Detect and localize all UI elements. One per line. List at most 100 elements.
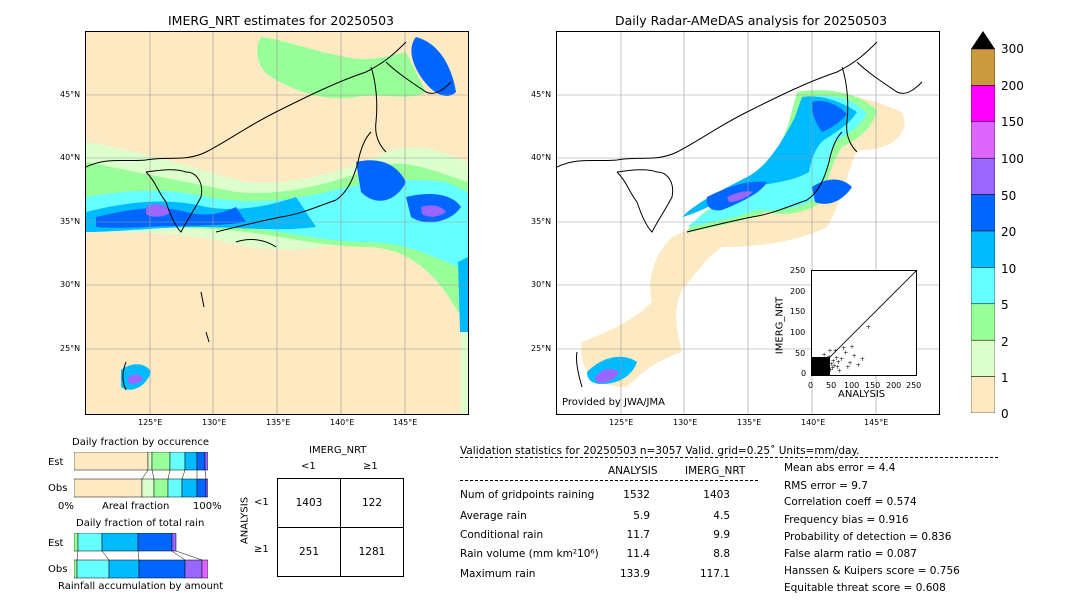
scatter-point: + [825, 361, 830, 368]
right-lat-45: 45°N [531, 90, 552, 99]
colorbar-segment [970, 194, 996, 232]
cbar-label-50: 50 [1001, 189, 1017, 203]
colorbar-segment [970, 303, 996, 341]
colorbar-svg [970, 31, 996, 414]
scatter-point: + [824, 357, 829, 364]
frac-total-connectors [76, 550, 203, 561]
scatter-plot: ++++++++++++++++++++++++++++++++++++++++… [812, 271, 916, 375]
frac-occ-chart [73, 451, 209, 498]
ct-col-label-lt1: <1 [301, 461, 316, 472]
scatter-point: + [828, 367, 833, 374]
score-6: Hanssen & Kuipers score = 0.756 [784, 565, 960, 577]
ct-row-label-lt1: <1 [254, 497, 269, 508]
scatter-point: + [815, 370, 820, 375]
scatter-point: + [829, 361, 834, 368]
ct-cell-10: 251 [277, 527, 341, 577]
right-lat-35: 35°N [531, 217, 552, 226]
left-lon-125: 125°E [138, 418, 163, 427]
scatter-point: + [860, 356, 865, 363]
left-lat-40: 40°N [60, 153, 81, 162]
left-lat-25: 25°N [60, 344, 81, 353]
frac-occ-title: Daily fraction by occurence [72, 437, 210, 448]
colorbar-segment [970, 267, 996, 305]
score-5: False alarm ratio = 0.087 [784, 548, 917, 560]
frac-occ-axis-left: 0% [58, 501, 74, 512]
scatter-point: + [834, 355, 839, 362]
frac-total-footer: Rainfall accumulation by amount [58, 581, 224, 592]
scatter-point: + [818, 363, 823, 370]
scatter-inset: + + + + + + + + + + + + + + + + + + + + + + + + + + + + + + + + + + + + + + + +… [811, 270, 917, 376]
colorbar-extend-triangle [971, 31, 995, 49]
scatter-point: + [821, 370, 826, 375]
scatter-point: + [822, 363, 827, 370]
frac-total-title: Daily fraction of total rain [76, 518, 205, 529]
scatter-xlabel: ANALYSIS [838, 389, 886, 400]
frac-total-row-obs: Obs [48, 564, 68, 575]
scatter-point: + [812, 366, 816, 373]
left-map [85, 31, 469, 415]
validation-col-underline [460, 480, 758, 481]
left-lat-45: 45°N [60, 90, 81, 99]
scatter-point: + [837, 368, 842, 375]
right-map-precip [557, 32, 939, 414]
cbar-label-0: 0 [1001, 407, 1009, 421]
scatter-xtick-100: 100 [844, 381, 860, 390]
stat-row-3-label: Rain volume (mm km²10⁶) [460, 548, 599, 560]
scatter-ytick-0: 0 [801, 369, 807, 378]
colorbar-segment [970, 121, 996, 159]
right-lat-30: 30°N [531, 280, 552, 289]
scatter-point: + [856, 362, 861, 369]
right-lon-125: 125°E [609, 418, 634, 427]
frac-total-row-est: Est [48, 538, 64, 549]
colorbar-segment [970, 230, 996, 268]
left-lon-130: 130°E [202, 418, 227, 427]
score-3: Frequency bias = 0.916 [784, 514, 909, 526]
right-lon-130: 130°E [673, 418, 698, 427]
cbar-label-300: 300 [1001, 42, 1024, 56]
colorbar-segment [970, 48, 996, 86]
stat-row-2-imerg: 9.9 [713, 529, 730, 541]
scatter-xtick-50: 50 [826, 381, 837, 390]
stat-row-1-label: Average rain [460, 510, 527, 522]
scatter-point: + [845, 364, 850, 371]
stat-row-0-label: Num of gridpoints raining [460, 489, 595, 501]
stat-row-0-imerg: 1403 [703, 489, 730, 501]
scatter-point: + [825, 366, 830, 373]
cbar-label-150: 150 [1001, 115, 1024, 129]
scatter-xtick-150: 150 [865, 381, 881, 390]
scatter-ytick-100: 100 [790, 328, 806, 337]
score-7: Equitable threat score = 0.608 [784, 582, 946, 594]
left-lon-135: 135°E [266, 418, 291, 427]
scatter-point: + [836, 359, 841, 366]
cbar-label-10: 10 [1001, 262, 1017, 276]
scatter-ytick-200: 200 [790, 287, 806, 296]
ct-col-label-ge1: ≥1 [363, 461, 378, 472]
frac-occ-axis-mid: Areal fraction [102, 501, 170, 512]
colorbar-segment [970, 85, 996, 123]
frac-total-chart [73, 532, 209, 579]
right-lat-25: 25°N [531, 344, 552, 353]
right-map: + + + + + + + + + + + + + + + + + + + + + + + + + + + + + + + + + + + + + + + +… [556, 31, 940, 415]
score-4: Probability of detection = 0.836 [784, 531, 952, 543]
score-0: Mean abs error = 4.4 [784, 462, 896, 474]
score-2: Correlation coeff = 0.574 [784, 496, 917, 508]
ct-cell-00: 1403 [277, 478, 341, 528]
score-1: RMS error = 9.7 [784, 480, 868, 492]
stat-row-4-imerg: 117.1 [699, 568, 730, 580]
right-map-title: Daily Radar-AMeDAS analysis for 20250503 [615, 13, 888, 28]
frac-occ-bar-est [73, 451, 209, 471]
right-lon-140: 140°E [801, 418, 826, 427]
scatter-point: + [852, 353, 857, 360]
frac-occ-bar-obs [73, 478, 209, 498]
dense-points-cluster [812, 357, 830, 375]
scatter-point: + [850, 343, 855, 350]
scatter-ytick-50: 50 [795, 349, 806, 358]
scatter-point: + [820, 366, 825, 373]
validation-header: Validation statistics for 20250503 n=305… [460, 445, 860, 457]
scatter-point: + [830, 365, 835, 372]
colorbar-segment [970, 157, 996, 195]
scatter-point: + [831, 358, 836, 365]
scatter-point: + [823, 369, 828, 375]
scatter-point: + [841, 345, 846, 352]
scatter-point: + [812, 371, 817, 375]
